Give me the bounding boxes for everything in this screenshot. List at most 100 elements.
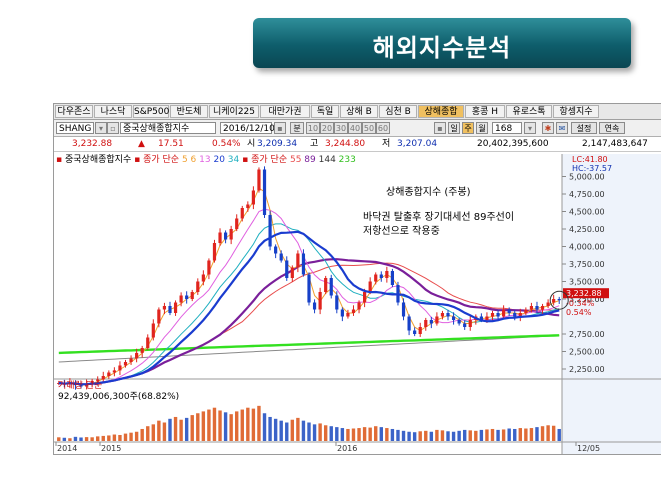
- tab-7[interactable]: 상해 B: [340, 105, 378, 118]
- period-button-40[interactable]: 40: [348, 122, 362, 134]
- tab-1[interactable]: 나스닥: [94, 105, 132, 118]
- open-value: 3,209.34: [257, 139, 298, 149]
- candle-body: [246, 204, 250, 208]
- tab-3[interactable]: 반도체: [170, 105, 208, 118]
- volume-bar: [273, 418, 278, 441]
- volume-bar: [246, 407, 250, 441]
- tab-2[interactable]: S&P500: [133, 105, 170, 118]
- x-tick-label: 2016: [337, 444, 357, 453]
- annotation-title: 상해종합지수 (주봉): [386, 187, 471, 198]
- volume-bar: [312, 424, 317, 441]
- quote-price: 3,232.88: [72, 139, 113, 149]
- week-button[interactable]: 주: [462, 122, 474, 134]
- period-button-30[interactable]: 30: [334, 122, 348, 134]
- highlight-circle: [549, 290, 569, 310]
- ma-short-period-34: 34: [224, 155, 240, 165]
- candle-body: [168, 306, 172, 313]
- count-spin-button[interactable]: ▾: [524, 122, 536, 134]
- volume-bar: [285, 422, 289, 441]
- mail-icon[interactable]: ✉: [556, 122, 568, 134]
- volume-bar: [184, 417, 189, 441]
- tab-8[interactable]: 심천 B: [379, 105, 417, 118]
- period-button-20[interactable]: 20: [320, 122, 334, 134]
- volume-bar: [551, 425, 556, 441]
- day-button[interactable]: 일: [448, 122, 460, 134]
- ma-long-period-144: 144: [315, 155, 336, 165]
- x-tick-label: 2015: [101, 444, 121, 453]
- candle-body: [418, 327, 422, 334]
- candle-body: [507, 309, 511, 313]
- volume-bar: [357, 428, 361, 441]
- code-search-button[interactable]: ▾: [95, 122, 107, 134]
- volume-bar: [251, 408, 256, 441]
- volume-bar: [134, 431, 139, 441]
- volume-bar: [57, 437, 61, 441]
- annotation-line1: 바닥권 탈출후 장기대세선 89주선이: [363, 212, 515, 223]
- high-value: 3,244.80: [325, 139, 366, 149]
- volume-bar: [451, 431, 456, 441]
- day-button-extra[interactable]: ▪: [434, 122, 446, 134]
- period-button-50[interactable]: 50: [362, 122, 376, 134]
- code-field[interactable]: SHANG: [56, 122, 94, 134]
- volume-bar: [479, 429, 484, 441]
- candle-body: [557, 299, 561, 301]
- tool-icon[interactable]: ✱: [542, 122, 554, 134]
- period-button-10[interactable]: 10: [306, 122, 320, 134]
- volume-bar: [190, 415, 194, 441]
- candle-body: [429, 320, 433, 324]
- month-button[interactable]: 월: [476, 122, 488, 134]
- candle-body: [340, 309, 344, 317]
- ma233-line: [58, 334, 560, 355]
- minute-button[interactable]: 분: [290, 122, 304, 134]
- volume-bar: [379, 427, 383, 441]
- candle-body: [335, 295, 339, 310]
- candle-body: [223, 232, 228, 240]
- volume-bar: [323, 425, 328, 441]
- volume-bar: [540, 426, 545, 441]
- candle-body: [151, 323, 155, 338]
- volume-bar: [362, 427, 367, 441]
- candle-body: [440, 313, 445, 317]
- volume-bar: [179, 419, 183, 441]
- candle-body: [296, 253, 300, 268]
- tab-6[interactable]: 독일: [311, 105, 339, 118]
- candle-body: [546, 302, 550, 306]
- date-field[interactable]: 2016/12/10: [220, 122, 275, 134]
- volume-bar: [301, 420, 306, 441]
- code-lookup-icon[interactable]: ▫: [107, 122, 119, 134]
- period-button-60[interactable]: 60: [376, 122, 390, 134]
- tab-4[interactable]: 니케이225: [209, 105, 259, 118]
- candle-body: [135, 352, 139, 359]
- candle-body: [240, 208, 244, 219]
- candle-body: [207, 260, 211, 275]
- continuous-button[interactable]: 연속: [599, 122, 625, 134]
- volume-bar: [446, 431, 450, 441]
- volume-bar: [513, 428, 517, 441]
- tab-11[interactable]: 유로스톡: [506, 105, 552, 118]
- volume-bar: [535, 427, 539, 441]
- candle-body: [185, 295, 189, 299]
- amount-value: 2,147,483,647: [582, 139, 648, 149]
- tab-5[interactable]: 대만가권: [260, 105, 310, 118]
- candle-body: [107, 372, 111, 376]
- candle-body: [435, 316, 439, 324]
- tab-0[interactable]: 다우존스: [55, 105, 93, 118]
- tab-10[interactable]: 홍콩 H: [465, 105, 505, 118]
- settings-button[interactable]: 설정: [571, 122, 597, 134]
- candle-body: [196, 281, 200, 292]
- quote-change: 17.51: [158, 139, 184, 149]
- candle-body: [274, 246, 278, 254]
- price-tick-label: 3,750.00: [569, 260, 605, 269]
- volume-bar: [407, 431, 411, 441]
- candle-body: [318, 292, 322, 310]
- volume-bar: [296, 417, 300, 441]
- candle-body: [257, 169, 261, 191]
- volume-bar: [474, 430, 478, 441]
- tab-12[interactable]: 항셍지수: [553, 105, 599, 118]
- date-picker-icon[interactable]: ▪: [274, 122, 286, 134]
- count-field[interactable]: 168: [492, 122, 522, 134]
- volume-bar: [157, 420, 161, 441]
- candle-body: [413, 330, 417, 334]
- hc-label: HC:-37.57: [572, 164, 612, 173]
- tab-9[interactable]: 상해종합: [418, 105, 464, 118]
